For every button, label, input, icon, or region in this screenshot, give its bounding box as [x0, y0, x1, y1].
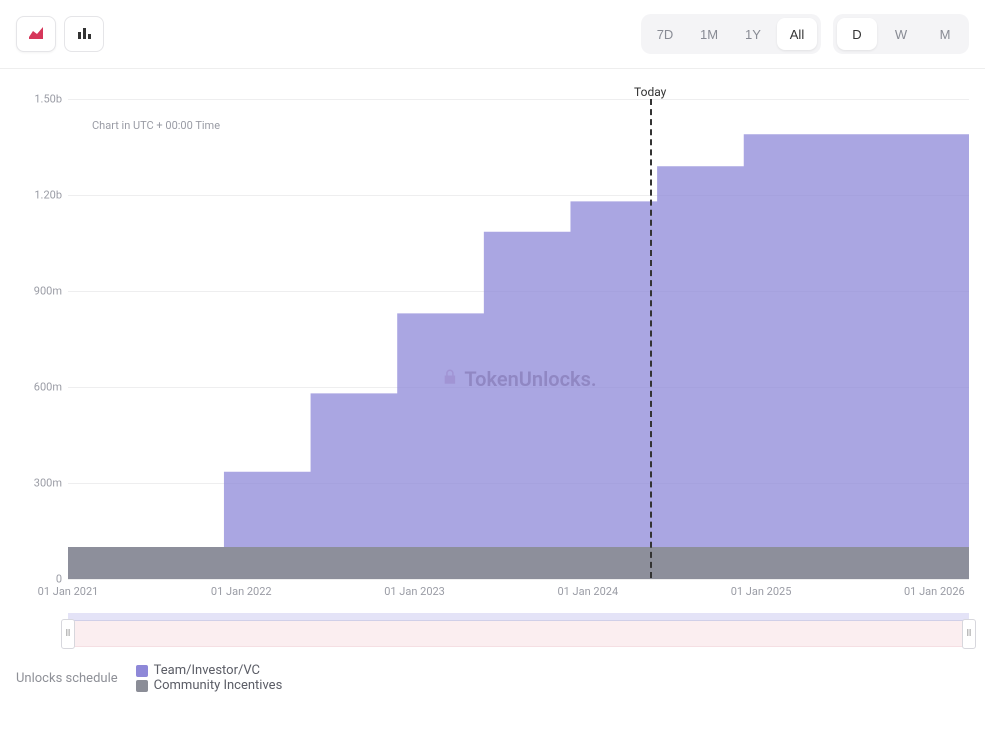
legend-swatch	[136, 680, 148, 692]
legend-title: Unlocks schedule	[16, 671, 118, 686]
x-axis-label: 01 Jan 2022	[211, 585, 272, 598]
x-axis-label: 01 Jan 2021	[38, 585, 99, 598]
y-axis-label: 1.20b	[18, 189, 62, 202]
y-axis-label: 0	[18, 573, 62, 586]
series-community[interactable]	[68, 547, 969, 579]
series-team[interactable]	[68, 134, 969, 579]
bar-chart-icon	[75, 24, 93, 45]
x-axis: 01 Jan 202101 Jan 202201 Jan 202301 Jan …	[68, 579, 969, 607]
granularity-group: DWM	[833, 14, 969, 54]
range-button-1m[interactable]: 1M	[689, 18, 729, 50]
slider-preview-bottom	[68, 621, 969, 647]
y-axis-label: 900m	[18, 285, 62, 298]
chart-timezone-note: Chart in UTC + 00:00 Time	[92, 119, 220, 132]
chart-svg	[68, 99, 969, 579]
y-axis-label: 600m	[18, 381, 62, 394]
range-slider[interactable]: ll ll	[68, 613, 969, 647]
legend: Unlocks schedule Team/Investor/VCCommuni…	[0, 647, 985, 693]
range-button-1y[interactable]: 1Y	[733, 18, 773, 50]
toolbar: 7D1M1YAll DWM	[0, 0, 985, 69]
range-button-7d[interactable]: 7D	[645, 18, 685, 50]
area-chart-icon	[27, 24, 45, 45]
slider-handle-right[interactable]: ll	[962, 619, 976, 649]
chart-type-switch	[16, 16, 104, 52]
y-axis-label: 300m	[18, 477, 62, 490]
x-axis-label: 01 Jan 2024	[557, 585, 618, 598]
time-range-group: 7D1M1YAll	[641, 14, 821, 54]
granularity-button-d[interactable]: D	[837, 18, 877, 50]
chart-container: 0300m600m900m1.20b1.50bToday Chart in UT…	[0, 69, 985, 607]
y-axis-label: 1.50b	[18, 93, 62, 106]
today-label: Today	[634, 85, 666, 99]
x-axis-label: 01 Jan 2026	[904, 585, 965, 598]
legend-item[interactable]: Community Incentives	[136, 678, 283, 693]
area-chart-button[interactable]	[16, 16, 56, 52]
toolbar-right: 7D1M1YAll DWM	[641, 14, 969, 54]
granularity-button-m[interactable]: M	[925, 18, 965, 50]
legend-swatch	[136, 665, 148, 677]
slider-handle-left[interactable]: ll	[61, 619, 75, 649]
today-line	[650, 99, 652, 578]
slider-preview-top	[68, 613, 969, 621]
bar-chart-button[interactable]	[64, 16, 104, 52]
granularity-button-w[interactable]: W	[881, 18, 921, 50]
chart-area: 0300m600m900m1.20b1.50bToday Chart in UT…	[68, 89, 969, 579]
legend-item[interactable]: Team/Investor/VC	[136, 663, 283, 678]
plot-area[interactable]: 0300m600m900m1.20b1.50bToday	[68, 99, 969, 579]
x-axis-label: 01 Jan 2025	[731, 585, 792, 598]
range-button-all[interactable]: All	[777, 18, 817, 50]
x-axis-label: 01 Jan 2023	[384, 585, 445, 598]
